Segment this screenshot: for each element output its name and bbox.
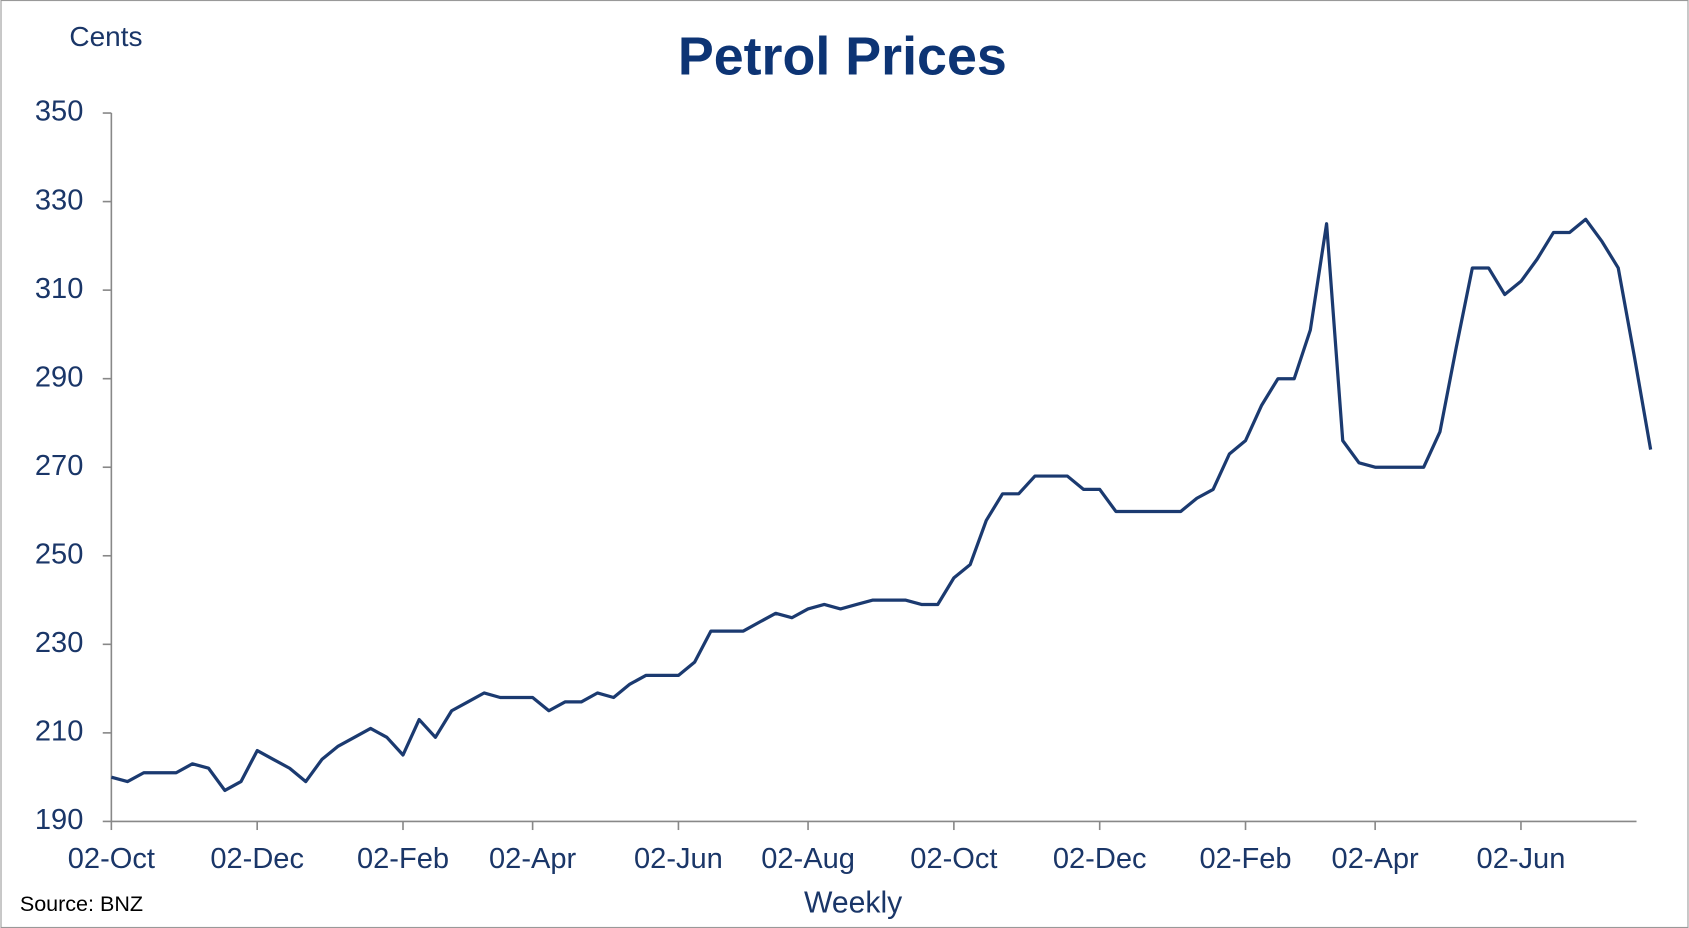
x-tick-label: 02-Dec [1053, 843, 1147, 875]
y-axis-label: Cents [69, 21, 142, 52]
y-tick-label: 250 [35, 538, 83, 570]
x-tick-label: 02-Aug [761, 843, 855, 875]
x-tick-label: 02-Oct [68, 843, 155, 875]
x-tick-label: 02-Jun [1477, 843, 1566, 875]
x-tick-label: 02-Jun [634, 843, 723, 875]
x-tick-label: 02-Dec [210, 843, 304, 875]
x-axis-label: Weekly [804, 886, 902, 919]
source-note: Source: BNZ [20, 892, 143, 916]
y-tick-label: 290 [35, 361, 83, 393]
y-tick-label: 310 [35, 273, 83, 305]
chart-title: Petrol Prices [678, 27, 1007, 87]
data-line [110, 217, 1653, 793]
y-tick-label: 190 [35, 804, 83, 836]
y-tick-label: 230 [35, 627, 83, 659]
y-tick-label: 270 [35, 450, 83, 482]
x-tick-label: 02-Apr [1332, 843, 1420, 875]
y-tick-label: 350 [35, 96, 83, 128]
x-tick-label: 02-Apr [489, 843, 577, 875]
x-tick-label: 02-Oct [910, 843, 997, 875]
x-tick-label: 02-Feb [357, 843, 449, 875]
y-tick-label: 330 [35, 184, 83, 216]
x-tick-label: 02-Feb [1199, 843, 1291, 875]
y-tick-label: 210 [35, 716, 83, 748]
